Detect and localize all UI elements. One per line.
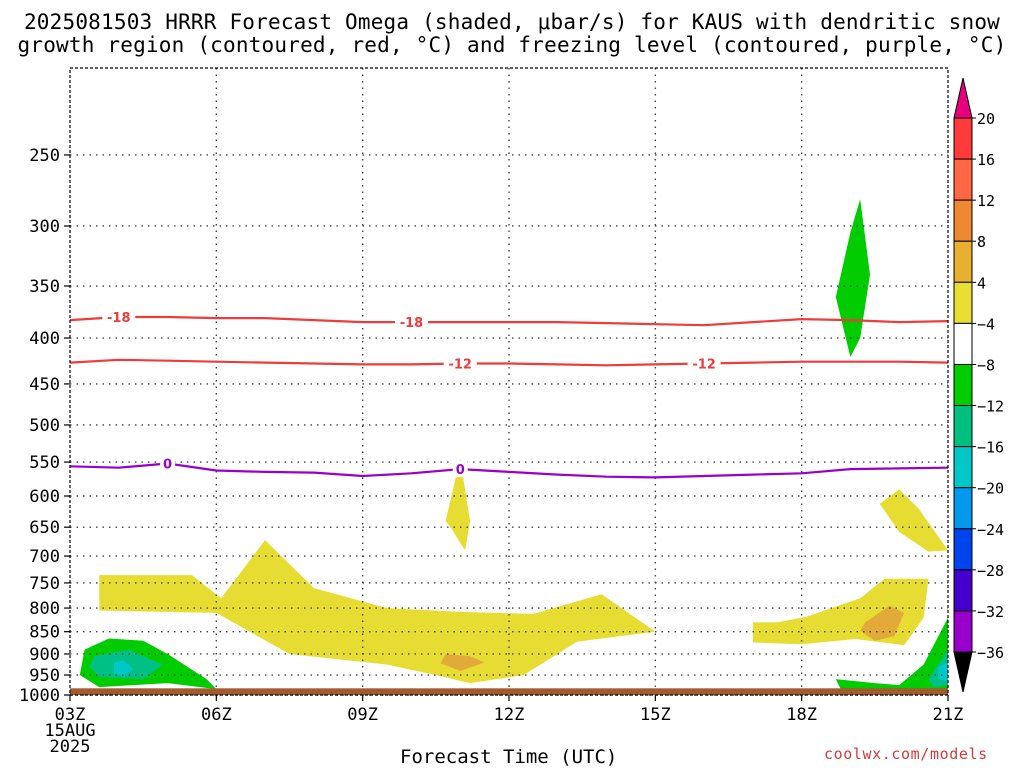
contour-label-0: 0: [456, 463, 465, 478]
colorbar-swatch-6: [953, 363, 973, 407]
y-tick-label-450: 450: [29, 375, 60, 395]
colorbar-swatch-10: [953, 528, 973, 571]
colorbar-swatch-3: [953, 240, 973, 283]
omega-region-3: [879, 489, 948, 552]
x-date-label-0: 15AUG: [44, 721, 95, 741]
colorbar-label-7: −12: [977, 398, 1004, 416]
contour-layer: -18 -18 -12 -12 0 0: [69, 309, 949, 479]
colorbar-label-0: 20: [977, 110, 995, 128]
colorbar-swatch-11: [953, 569, 973, 612]
omega-shading-layer: [79, 199, 948, 692]
colorbar-swatch-4: [953, 281, 973, 324]
contour-label--18: -18: [400, 316, 424, 331]
terrain-layer: [70, 688, 948, 695]
x-tick-label-21Z: 21Z: [933, 705, 964, 725]
y-tick-label-600: 600: [29, 487, 60, 507]
axes-layer: 2503003504004505005506006507007508008509…: [19, 67, 964, 757]
x-date-label-1: 2025: [50, 737, 91, 757]
colorbar: 20 16 12 8 4 −4 −8 −12 −16 −20 −24 −28 −32 −36: [953, 77, 1004, 693]
omega-region-8: [835, 617, 948, 692]
y-tick-label-1000: 1000: [19, 686, 60, 706]
y-tick-label-350: 350: [29, 277, 60, 297]
y-tick-label-400: 400: [29, 329, 60, 349]
y-tick-label-700: 700: [29, 547, 60, 567]
terrain-block: [70, 688, 948, 695]
omega-region-5: [860, 605, 905, 641]
omega-region-1: [445, 458, 470, 551]
y-tick-label-800: 800: [29, 599, 60, 619]
colorbar-label-6: −8: [977, 356, 995, 374]
colorbar-label-10: −24: [977, 521, 1004, 539]
omega-region-11: [113, 660, 134, 678]
colorbar-swatch-12: [953, 610, 973, 653]
x-tick-label-15Z: 15Z: [640, 705, 671, 725]
chart-title-line-2: growth region (contoured, red, °C) and f…: [17, 33, 1007, 57]
x-tick-label-18Z: 18Z: [786, 705, 817, 725]
colorbar-top-arrow: [953, 77, 973, 119]
contour-label-bg: [687, 355, 721, 372]
colorbar-label-13: −36: [977, 644, 1004, 662]
y-tick-label-950: 950: [29, 666, 60, 686]
y-tick-label-650: 650: [29, 518, 60, 538]
colorbar-swatch-0: [953, 117, 973, 160]
colorbar-label-3: 8: [977, 233, 986, 251]
colorbar-bottom-arrow: [953, 651, 973, 693]
credit-link[interactable]: coolwx.com/models: [824, 745, 988, 763]
colorbar-label-2: 12: [977, 192, 995, 210]
contour-label-bg: [160, 455, 176, 472]
colorbar-swatch-8: [953, 446, 973, 489]
colorbar-label-11: −28: [977, 562, 1004, 580]
omega-region-0: [99, 540, 656, 684]
contour-label-bg: [452, 461, 468, 478]
contour-line-0: [69, 462, 949, 479]
x-tick-label-03Z: 03Z: [55, 705, 86, 725]
y-tick-label-750: 750: [29, 574, 60, 594]
colorbar-swatch-1: [953, 158, 973, 201]
colorbar-label-8: −16: [977, 439, 1004, 457]
omega-region-12: [938, 662, 948, 682]
y-tick-label-250: 250: [29, 146, 60, 166]
y-tick-label-550: 550: [29, 453, 60, 473]
contour-label-bg: [443, 355, 477, 372]
contour-label-0: 0: [163, 458, 172, 473]
y-tick-label-850: 850: [29, 623, 60, 643]
contour-line--18: [69, 315, 949, 327]
colorbar-label-1: 16: [977, 151, 995, 169]
colorbar-swatch-2: [953, 199, 973, 242]
colorbar-label-9: −20: [977, 480, 1004, 498]
contour-label--12: -12: [692, 357, 716, 372]
contour-line--12: [69, 358, 949, 367]
colorbar-swatch-9: [953, 487, 973, 530]
y-tick-label-500: 500: [29, 416, 60, 436]
colorbar-label-12: −32: [977, 603, 1004, 621]
colorbar-swatch-7: [953, 405, 973, 448]
y-tick-label-300: 300: [29, 217, 60, 237]
chart-title-line-1: 2025081503 HRRR Forecast Omega (shaded, …: [23, 10, 1001, 34]
x-axis-label: Forecast Time (UTC): [400, 746, 618, 768]
colorbar-swatch-5: [953, 322, 973, 365]
colorbar-label-5: −4: [977, 315, 995, 333]
x-tick-label-12Z: 12Z: [494, 705, 525, 725]
contour-label-bg: [102, 309, 136, 326]
omega-region-7: [835, 199, 870, 357]
x-tick-label-06Z: 06Z: [201, 705, 232, 725]
y-tick-label-900: 900: [29, 645, 60, 665]
plot-frame: [69, 67, 949, 696]
contour-label-bg: [394, 314, 428, 331]
contour-label--12: -12: [448, 357, 472, 372]
contour-label--18: -18: [107, 311, 131, 326]
colorbar-label-4: 4: [977, 274, 986, 292]
x-tick-label-09Z: 09Z: [347, 705, 378, 725]
omega-region-4: [440, 654, 485, 671]
